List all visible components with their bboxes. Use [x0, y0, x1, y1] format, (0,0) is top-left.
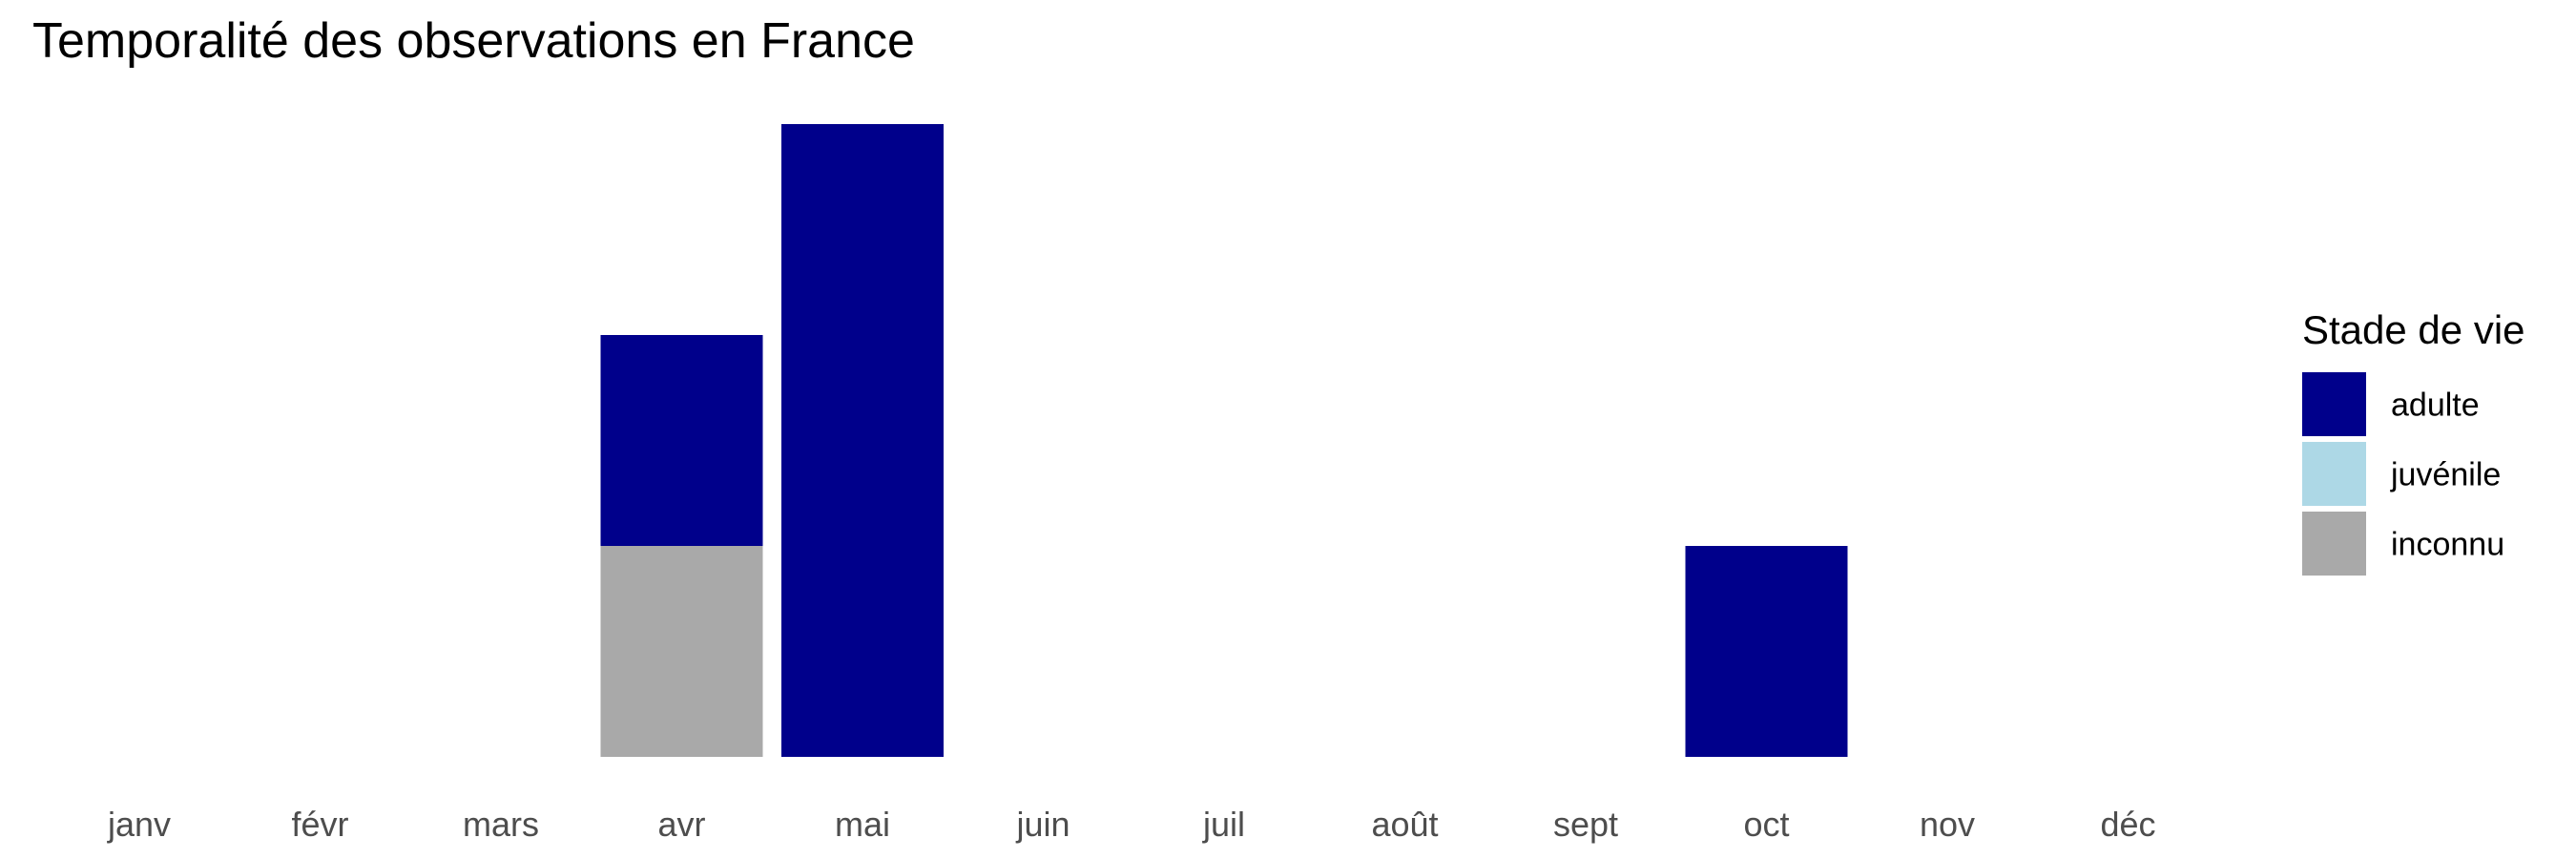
x-tick-label-oct: oct: [1743, 805, 1789, 844]
x-tick-label-mars: mars: [463, 805, 539, 844]
x-tick-label-fevr: févr: [291, 805, 348, 844]
x-axis-tick-labels: janv févr mars avr mai juin juil août sept oct nov…: [107, 805, 2156, 844]
bar-avr-adulte: [600, 335, 763, 546]
legend-label-adulte: adulte: [2391, 388, 2480, 424]
x-tick-label-dec: déc: [2100, 805, 2155, 844]
legend-label-juvenile: juvénile: [2390, 457, 2501, 493]
x-tick-label-juil: juil: [1202, 805, 1245, 844]
x-tick-label-janv: janv: [107, 805, 171, 844]
x-tick-label-mai: mai: [835, 805, 890, 844]
bar-mai-adulte: [781, 124, 944, 757]
bars-group: [600, 124, 1848, 757]
x-tick-label-aout: août: [1371, 805, 1438, 844]
x-tick-label-sept: sept: [1553, 805, 1618, 844]
legend-items: adulte juvénile inconnu: [2302, 372, 2504, 576]
legend-label-inconnu: inconnu: [2391, 527, 2504, 563]
legend-key-juvenile: [2302, 442, 2366, 506]
x-tick-label-juin: juin: [1015, 805, 1070, 844]
x-tick-label-nov: nov: [1920, 805, 1975, 844]
legend-key-adulte: [2302, 372, 2366, 436]
legend: Stade de vie adulte juvénile inconnu: [2302, 307, 2525, 576]
legend-key-inconnu: [2302, 512, 2366, 576]
legend-title: Stade de vie: [2302, 307, 2525, 352]
chart-title: Temporalité des observations en France: [32, 13, 915, 69]
bar-oct-adulte: [1685, 546, 1848, 757]
bar-avr-inconnu: [600, 546, 763, 757]
x-tick-label-avr: avr: [657, 805, 705, 844]
